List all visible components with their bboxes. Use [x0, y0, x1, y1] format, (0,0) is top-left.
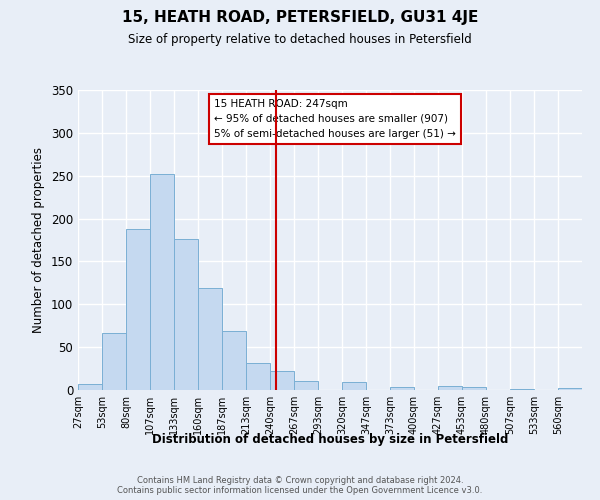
- Y-axis label: Number of detached properties: Number of detached properties: [32, 147, 46, 333]
- Bar: [246, 364, 270, 390]
- Text: 15, HEATH ROAD, PETERSFIELD, GU31 4JE: 15, HEATH ROAD, PETERSFIELD, GU31 4JE: [122, 10, 478, 25]
- Bar: [126, 229, 150, 390]
- Bar: [222, 331, 246, 390]
- Bar: [558, 388, 582, 390]
- Bar: [510, 389, 534, 390]
- Bar: [78, 384, 102, 390]
- Text: Distribution of detached houses by size in Petersfield: Distribution of detached houses by size …: [152, 432, 508, 446]
- Text: 15 HEATH ROAD: 247sqm
← 95% of detached houses are smaller (907)
5% of semi-deta: 15 HEATH ROAD: 247sqm ← 95% of detached …: [214, 99, 456, 138]
- Bar: [462, 386, 486, 390]
- Bar: [174, 239, 198, 390]
- Bar: [270, 371, 294, 390]
- Text: Contains HM Land Registry data © Crown copyright and database right 2024.
Contai: Contains HM Land Registry data © Crown c…: [118, 476, 482, 495]
- Bar: [150, 174, 174, 390]
- Bar: [342, 382, 366, 390]
- Bar: [294, 382, 318, 390]
- Bar: [102, 334, 126, 390]
- Bar: [438, 386, 462, 390]
- Bar: [390, 386, 414, 390]
- Bar: [198, 288, 222, 390]
- Text: Size of property relative to detached houses in Petersfield: Size of property relative to detached ho…: [128, 32, 472, 46]
